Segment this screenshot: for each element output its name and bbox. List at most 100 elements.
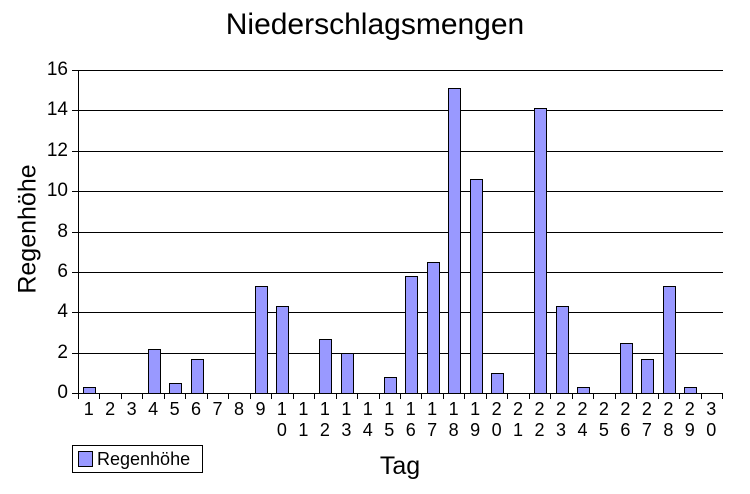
x-tick-mark-21 xyxy=(529,394,530,399)
x-tick-label-7: 7 xyxy=(212,399,223,419)
x-tick-mark-0 xyxy=(78,394,79,399)
x-tick-mark-2 xyxy=(121,394,122,399)
x-tick-mark-19 xyxy=(486,394,487,399)
x-tick-label-8: 8 xyxy=(233,399,244,419)
x-tick-mark-12 xyxy=(336,394,337,399)
gridline-y10 xyxy=(79,191,723,193)
gridline-y2 xyxy=(79,352,723,354)
bar-day-29 xyxy=(684,386,698,393)
bar-day-17 xyxy=(426,261,440,393)
plot-area xyxy=(78,70,723,394)
bar-day-13 xyxy=(340,352,354,393)
bar-day-23 xyxy=(555,306,569,393)
y-tick-label-12: 12 xyxy=(46,139,68,161)
x-tick-label-4: 4 xyxy=(148,399,159,419)
x-tick-mark-16 xyxy=(421,394,422,399)
y-tick-mark-6 xyxy=(72,271,79,273)
x-tick-mark-28 xyxy=(679,394,680,399)
legend-swatch-icon xyxy=(78,451,93,467)
x-tick-mark-27 xyxy=(658,394,659,399)
legend-label: Regenhöhe xyxy=(97,449,191,469)
y-tick-label-16: 16 xyxy=(46,59,68,80)
bar-day-24 xyxy=(576,386,590,393)
x-tick-mark-29 xyxy=(701,394,702,399)
bar-day-19 xyxy=(469,179,483,393)
gridline-y14 xyxy=(79,110,723,112)
x-tick-mark-23 xyxy=(572,394,573,399)
x-tick-label-2: 2 xyxy=(105,399,116,419)
bar-day-20 xyxy=(491,372,505,393)
bar-day-4 xyxy=(147,348,161,393)
y-tick-mark-0 xyxy=(72,393,79,394)
x-tick-mark-5 xyxy=(185,394,186,399)
x-tick-mark-4 xyxy=(164,394,165,399)
x-tick-mark-10 xyxy=(293,394,294,399)
bar-day-15 xyxy=(383,376,397,393)
bar-day-26 xyxy=(619,342,633,393)
x-tick-mark-26 xyxy=(636,394,637,399)
y-tick-label-6: 6 xyxy=(57,260,68,282)
y-tick-label-4: 4 xyxy=(57,301,68,323)
y-tick-label-0: 0 xyxy=(57,382,68,403)
bar-day-5 xyxy=(169,382,183,393)
x-tick-mark-8 xyxy=(250,394,251,399)
y-tick-mark-4 xyxy=(72,312,79,314)
legend: Regenhöhe xyxy=(72,445,204,473)
y-tick-label-8: 8 xyxy=(57,220,68,242)
x-tick-mark-22 xyxy=(550,394,551,399)
y-tick-mark-16 xyxy=(72,70,79,71)
y-tick-label-10: 10 xyxy=(46,180,68,202)
x-tick-label-5: 5 xyxy=(169,399,180,419)
bar-day-27 xyxy=(641,358,655,393)
x-tick-mark-18 xyxy=(464,394,465,399)
gridline-y4 xyxy=(79,312,723,314)
x-tick-label-6: 6 xyxy=(191,399,202,419)
gridline-y6 xyxy=(79,271,723,273)
x-tick-mark-30 xyxy=(722,394,723,399)
x-tick-mark-17 xyxy=(443,394,444,399)
bar-day-22 xyxy=(534,108,548,393)
x-tick-mark-7 xyxy=(228,394,229,399)
x-tick-mark-25 xyxy=(615,394,616,399)
x-tick-label-1: 1 xyxy=(83,399,94,419)
bar-day-12 xyxy=(319,338,333,393)
y-tick-label-2: 2 xyxy=(57,341,68,363)
y-tick-mark-10 xyxy=(72,191,79,193)
x-tick-mark-11 xyxy=(314,394,315,399)
bar-day-18 xyxy=(448,88,462,393)
bar-day-6 xyxy=(190,358,204,393)
bar-day-28 xyxy=(662,286,676,393)
x-tick-mark-3 xyxy=(142,394,143,399)
x-tick-mark-1 xyxy=(99,394,100,399)
bar-day-16 xyxy=(405,275,419,393)
bar-day-9 xyxy=(254,286,268,393)
x-tick-mark-15 xyxy=(400,394,401,399)
x-axis-title: Tag xyxy=(379,452,421,480)
gridline-y16 xyxy=(79,70,723,71)
x-tick-mark-6 xyxy=(207,394,208,399)
y-tick-mark-12 xyxy=(72,150,79,152)
x-tick-mark-14 xyxy=(379,394,380,399)
x-tick-mark-20 xyxy=(507,394,508,399)
x-tick-mark-9 xyxy=(271,394,272,399)
chart-title: Niederschlagsmengen xyxy=(225,8,525,41)
y-tick-mark-2 xyxy=(72,352,79,354)
gridline-y12 xyxy=(79,150,723,152)
